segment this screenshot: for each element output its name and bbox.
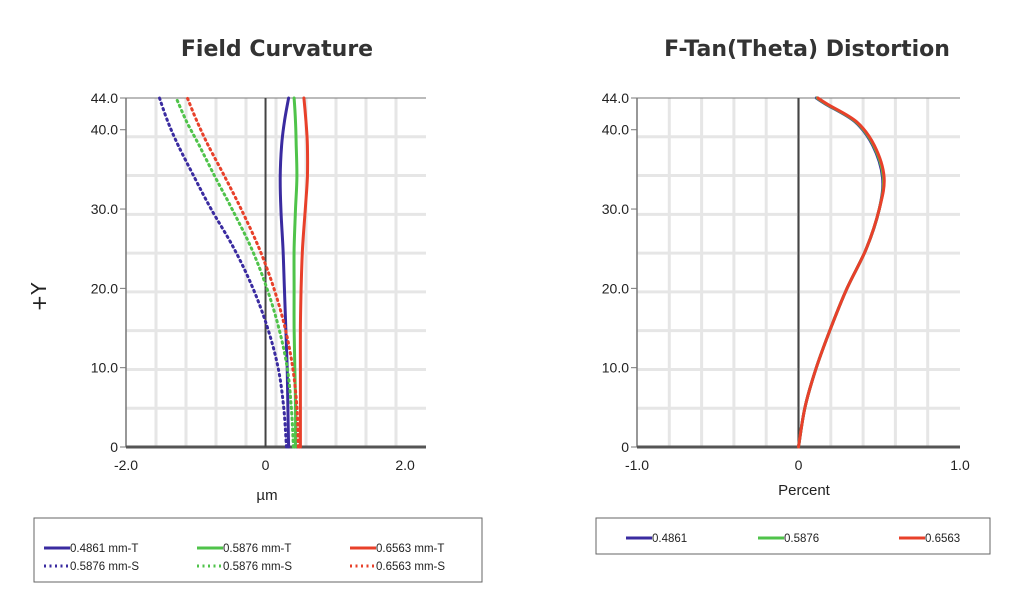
field-curvature-legend-label: 0.6563 mm-S (376, 561, 445, 573)
distortion-legend-box (595, 517, 991, 555)
field-curvature-y-tick-label: 20.0 (91, 280, 118, 296)
distortion-y-tick-label: 30.0 (602, 201, 629, 217)
field-curvature-y-tick-label: 30.0 (91, 201, 118, 217)
field-curvature-y-tick-label: 40.0 (91, 122, 118, 138)
distortion-x-tick-label: -1.0 (625, 457, 649, 473)
distortion-x-tick-label: 0 (795, 457, 803, 473)
field-curvature-x-tick-label: 0 (262, 457, 270, 473)
distortion-legend-label: 0.6563 (925, 533, 960, 545)
field-curvature-series-0-4861-mm-t (278, 96, 291, 449)
field-curvature-legend-label: 0.5876 mm-S (70, 561, 139, 573)
field-curvature-chart: Field Curvature +Y µm 0 10.0 20.0 30.0 40.0 4… (27, 37, 426, 504)
distortion-ticks: 0 10.0 20.0 30.0 40.0 44.0 -1.0 0 1.0 (602, 90, 970, 473)
distortion-title: F-Tan(Theta) Distortion (664, 37, 950, 62)
distortion-legend-label: 0.4861 (652, 533, 687, 545)
field-curvature-series-0-5876-mm-s-dotted (174, 96, 295, 449)
field-curvature-title: Field Curvature (181, 37, 373, 62)
distortion-series (797, 96, 886, 449)
field-curvature-x-axis-label: µm (256, 487, 277, 504)
distortion-y-tick-label: 40.0 (602, 122, 629, 138)
distortion-y-tick-label: 0 (621, 439, 629, 455)
distortion-series-0-4861 (797, 96, 885, 449)
field-curvature-legend-label: 0.4861 mm-T (70, 543, 138, 555)
field-curvature-x-tick-label: 2.0 (395, 457, 415, 473)
field-curvature-series-0-6563-mm-s-dotted (185, 96, 300, 449)
field-curvature-series (158, 96, 310, 449)
field-curvature-series-0-5876-mm-s-dotted (158, 96, 288, 449)
distortion-y-tick-label: 44.0 (602, 90, 629, 106)
field-curvature-y-tick-label: 44.0 (91, 90, 118, 106)
field-curvature-y-tick-label: 0 (110, 439, 118, 455)
field-curvature-legend: 0.4861 mm-T 0.5876 mm-T 0.6563 mm-T 0.5876 … (33, 517, 483, 583)
field-curvature-x-tick-label: -2.0 (114, 457, 138, 473)
distortion-legend: 0.4861 0.5876 0.6563 (595, 517, 991, 555)
field-curvature-y-tick-label: 10.0 (91, 360, 118, 376)
field-curvature-series-0-6563-mm-t (298, 96, 310, 449)
field-curvature-legend-box (33, 517, 483, 583)
distortion-grid (636, 97, 960, 449)
field-curvature-legend-label: 0.5876 mm-T (223, 543, 291, 555)
distortion-series-0-5876 (797, 96, 886, 449)
distortion-legend-label: 0.5876 (784, 533, 819, 545)
distortion-y-tick-label: 20.0 (602, 280, 629, 296)
field-curvature-grid (125, 97, 426, 449)
distortion-x-tick-label: 1.0 (950, 457, 970, 473)
field-curvature-y-axis-label: +Y (27, 282, 51, 312)
distortion-x-axis-label: Percent (778, 482, 831, 499)
distortion-series-0-6563 (797, 96, 886, 449)
field-curvature-legend-label: 0.6563 mm-T (376, 543, 444, 555)
distortion-chart: F-Tan(Theta) Distortion Percent 0 10.0 20.… (602, 37, 970, 499)
field-curvature-ticks: 0 10.0 20.0 30.0 40.0 44.0 -2.0 0 2.0 (91, 90, 415, 473)
field-curvature-legend-label: 0.5876 mm-S (223, 561, 292, 573)
distortion-y-tick-label: 10.0 (602, 360, 629, 376)
